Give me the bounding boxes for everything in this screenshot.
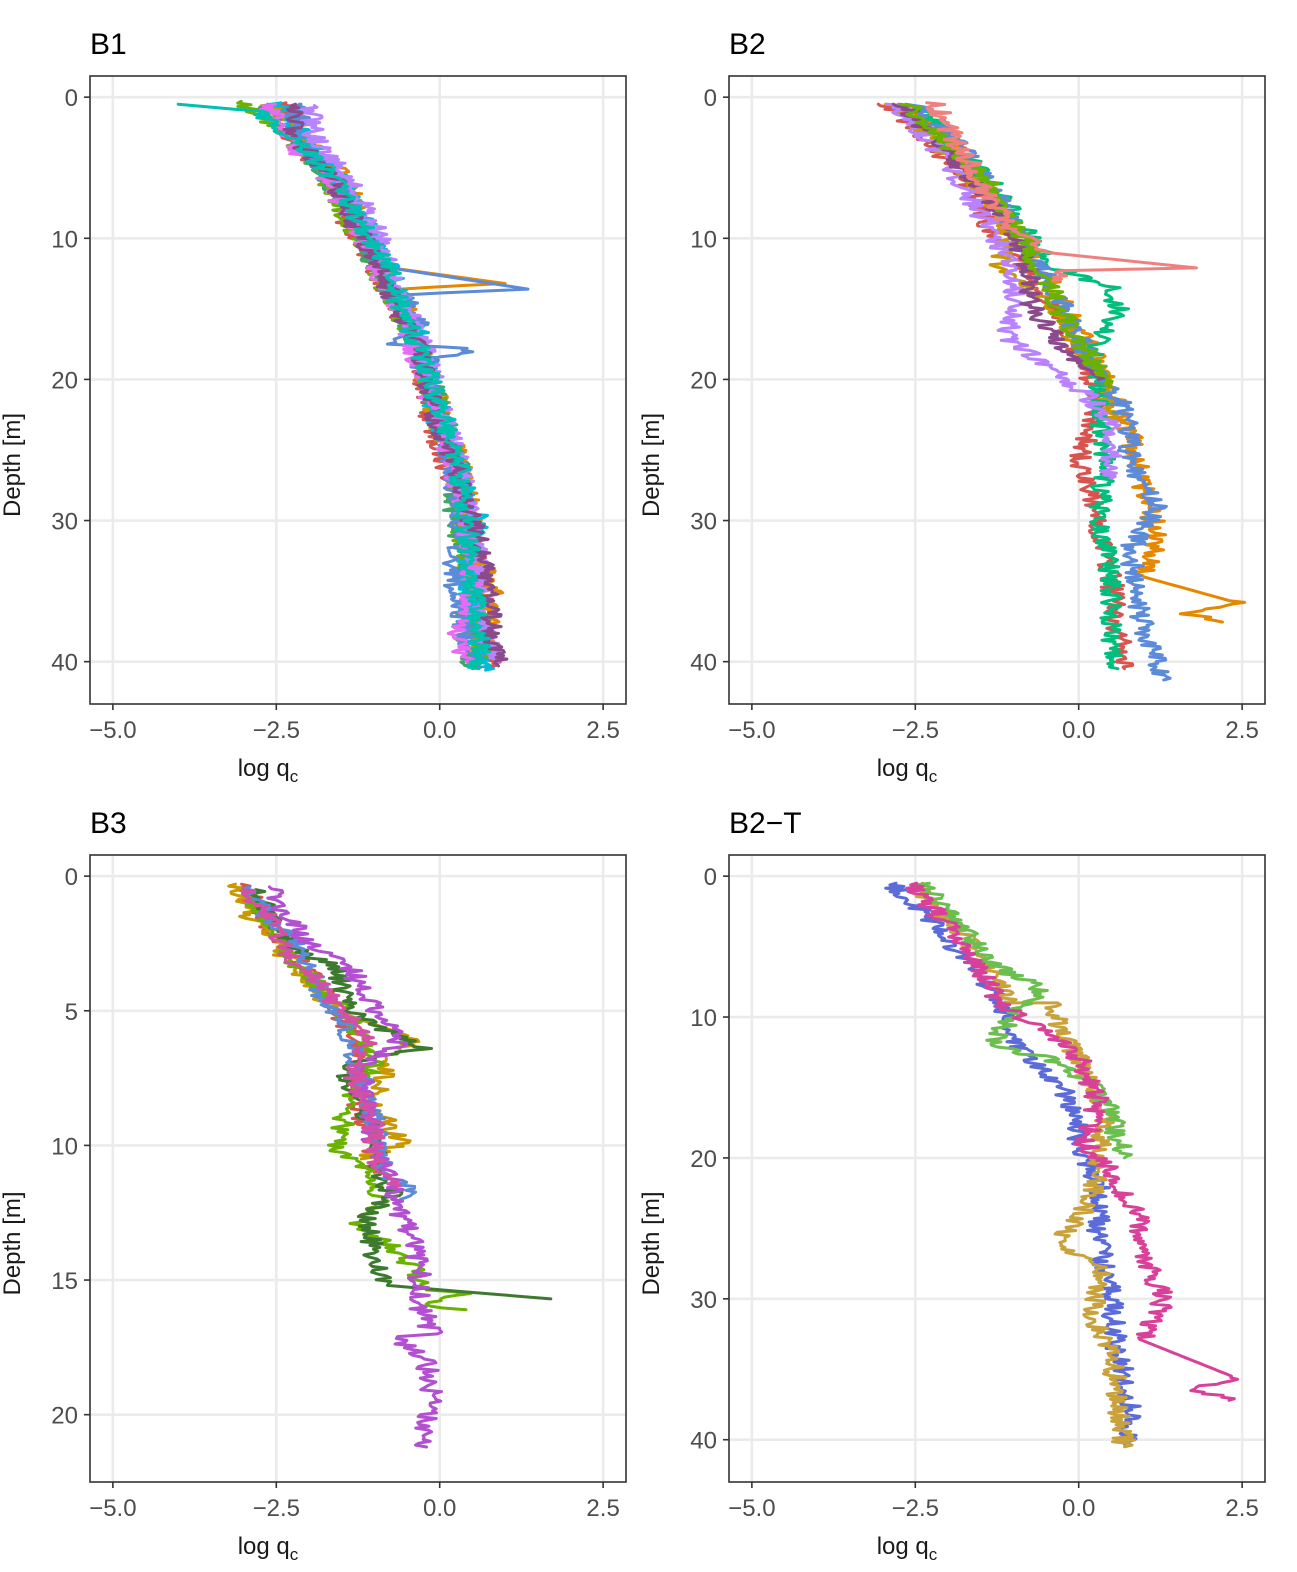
panel-title: B3 — [90, 807, 127, 840]
x-tick-label: 0.0 — [423, 1495, 456, 1522]
series-line-9 — [259, 102, 483, 664]
y-tick-label: 20 — [51, 1403, 78, 1430]
y-tick-label: 0 — [65, 85, 78, 112]
series-line-5 — [904, 102, 1172, 682]
series-line-4 — [251, 888, 553, 1301]
x-tick-label: −2.5 — [892, 717, 939, 744]
y-tick-label: 0 — [704, 85, 717, 112]
y-tick-label: 10 — [690, 226, 717, 253]
y-axis-title: Depth [m] — [0, 413, 26, 517]
x-tick-label: 2.5 — [586, 717, 619, 744]
series-line-2 — [896, 102, 1247, 624]
series-line-9 — [925, 101, 1198, 283]
x-tick-label: −5.0 — [728, 717, 775, 744]
series-group — [227, 882, 553, 1449]
series-line-3 — [259, 102, 488, 669]
y-tick-label: 30 — [690, 1287, 717, 1314]
chart-panel-4: B2−T −5.0 −2.5 0.0 2.5 0 10 20 30 40 log qc Depth [… — [638, 807, 1266, 1564]
panel-border — [89, 75, 627, 705]
y-tick-label: 0 — [65, 864, 78, 891]
series-group — [884, 881, 1240, 1449]
x-axis-title: log qc — [238, 1533, 299, 1564]
x-tick-label: 0.0 — [1062, 1495, 1095, 1522]
y-axis-title: Depth [m] — [638, 1191, 665, 1295]
y-tick-label: 30 — [690, 509, 717, 536]
series-line-6 — [266, 885, 444, 1449]
y-tick-label: 20 — [690, 1146, 717, 1173]
y-tick-label: 5 — [65, 999, 78, 1026]
series-line-11 — [176, 102, 491, 671]
y-tick-label: 10 — [51, 226, 78, 253]
series-line-3 — [240, 888, 473, 1312]
series-group — [176, 99, 530, 672]
series-group — [876, 101, 1247, 682]
x-tick-label: 2.5 — [586, 1495, 619, 1522]
series-line-4 — [905, 881, 1240, 1402]
y-axis-title: Depth [m] — [0, 1191, 26, 1295]
y-tick-label: 20 — [690, 367, 717, 394]
series-line-2 — [227, 882, 421, 1161]
chart-panel-1: B1 −5.0 −2.5 0.0 2.5 0 10 20 30 40 log qc Depth [m] — [0, 28, 627, 786]
y-tick-label: 40 — [690, 1428, 717, 1455]
x-tick-label: 2.5 — [1225, 717, 1258, 744]
x-axis-title: log qc — [877, 755, 938, 786]
x-tick-label: 0.0 — [1062, 717, 1095, 744]
y-tick-label: 0 — [704, 864, 717, 891]
chart-panel-3: B3 −5.0 −2.5 0.0 2.5 0 5 10 15 20 log qc Depth [m] — [0, 807, 627, 1564]
y-tick-label: 10 — [51, 1133, 78, 1160]
x-tick-label: −5.0 — [89, 1495, 136, 1522]
x-tick-label: −2.5 — [892, 1495, 939, 1522]
panel-border — [728, 854, 1266, 1483]
panel-border — [89, 854, 627, 1483]
x-tick-label: −5.0 — [89, 717, 136, 744]
x-tick-label: −2.5 — [253, 1495, 300, 1522]
panel-title: B2−T — [729, 807, 802, 840]
y-tick-label: 40 — [690, 650, 717, 677]
panel-title: B2 — [729, 28, 766, 61]
y-tick-label: 10 — [690, 1005, 717, 1032]
x-axis-title: log qc — [877, 1533, 938, 1564]
y-tick-label: 40 — [51, 650, 78, 677]
panel-border — [728, 75, 1266, 705]
y-axis-title: Depth [m] — [638, 413, 665, 517]
chart-panel-2: B2 −5.0 −2.5 0.0 2.5 0 10 20 30 40 log qc Depth [m] — [638, 28, 1266, 786]
x-tick-label: 0.0 — [423, 717, 456, 744]
y-tick-label: 30 — [51, 509, 78, 536]
series-line-7 — [240, 888, 402, 1188]
x-tick-label: −2.5 — [253, 717, 300, 744]
y-tick-label: 20 — [51, 367, 78, 394]
series-line-3 — [914, 881, 1133, 1160]
x-tick-label: −5.0 — [728, 1495, 775, 1522]
series-line-4 — [910, 104, 1130, 671]
panel-title: B1 — [90, 28, 127, 61]
x-tick-label: 2.5 — [1225, 1495, 1258, 1522]
y-tick-label: 15 — [51, 1268, 78, 1295]
x-axis-title: log qc — [238, 755, 299, 786]
